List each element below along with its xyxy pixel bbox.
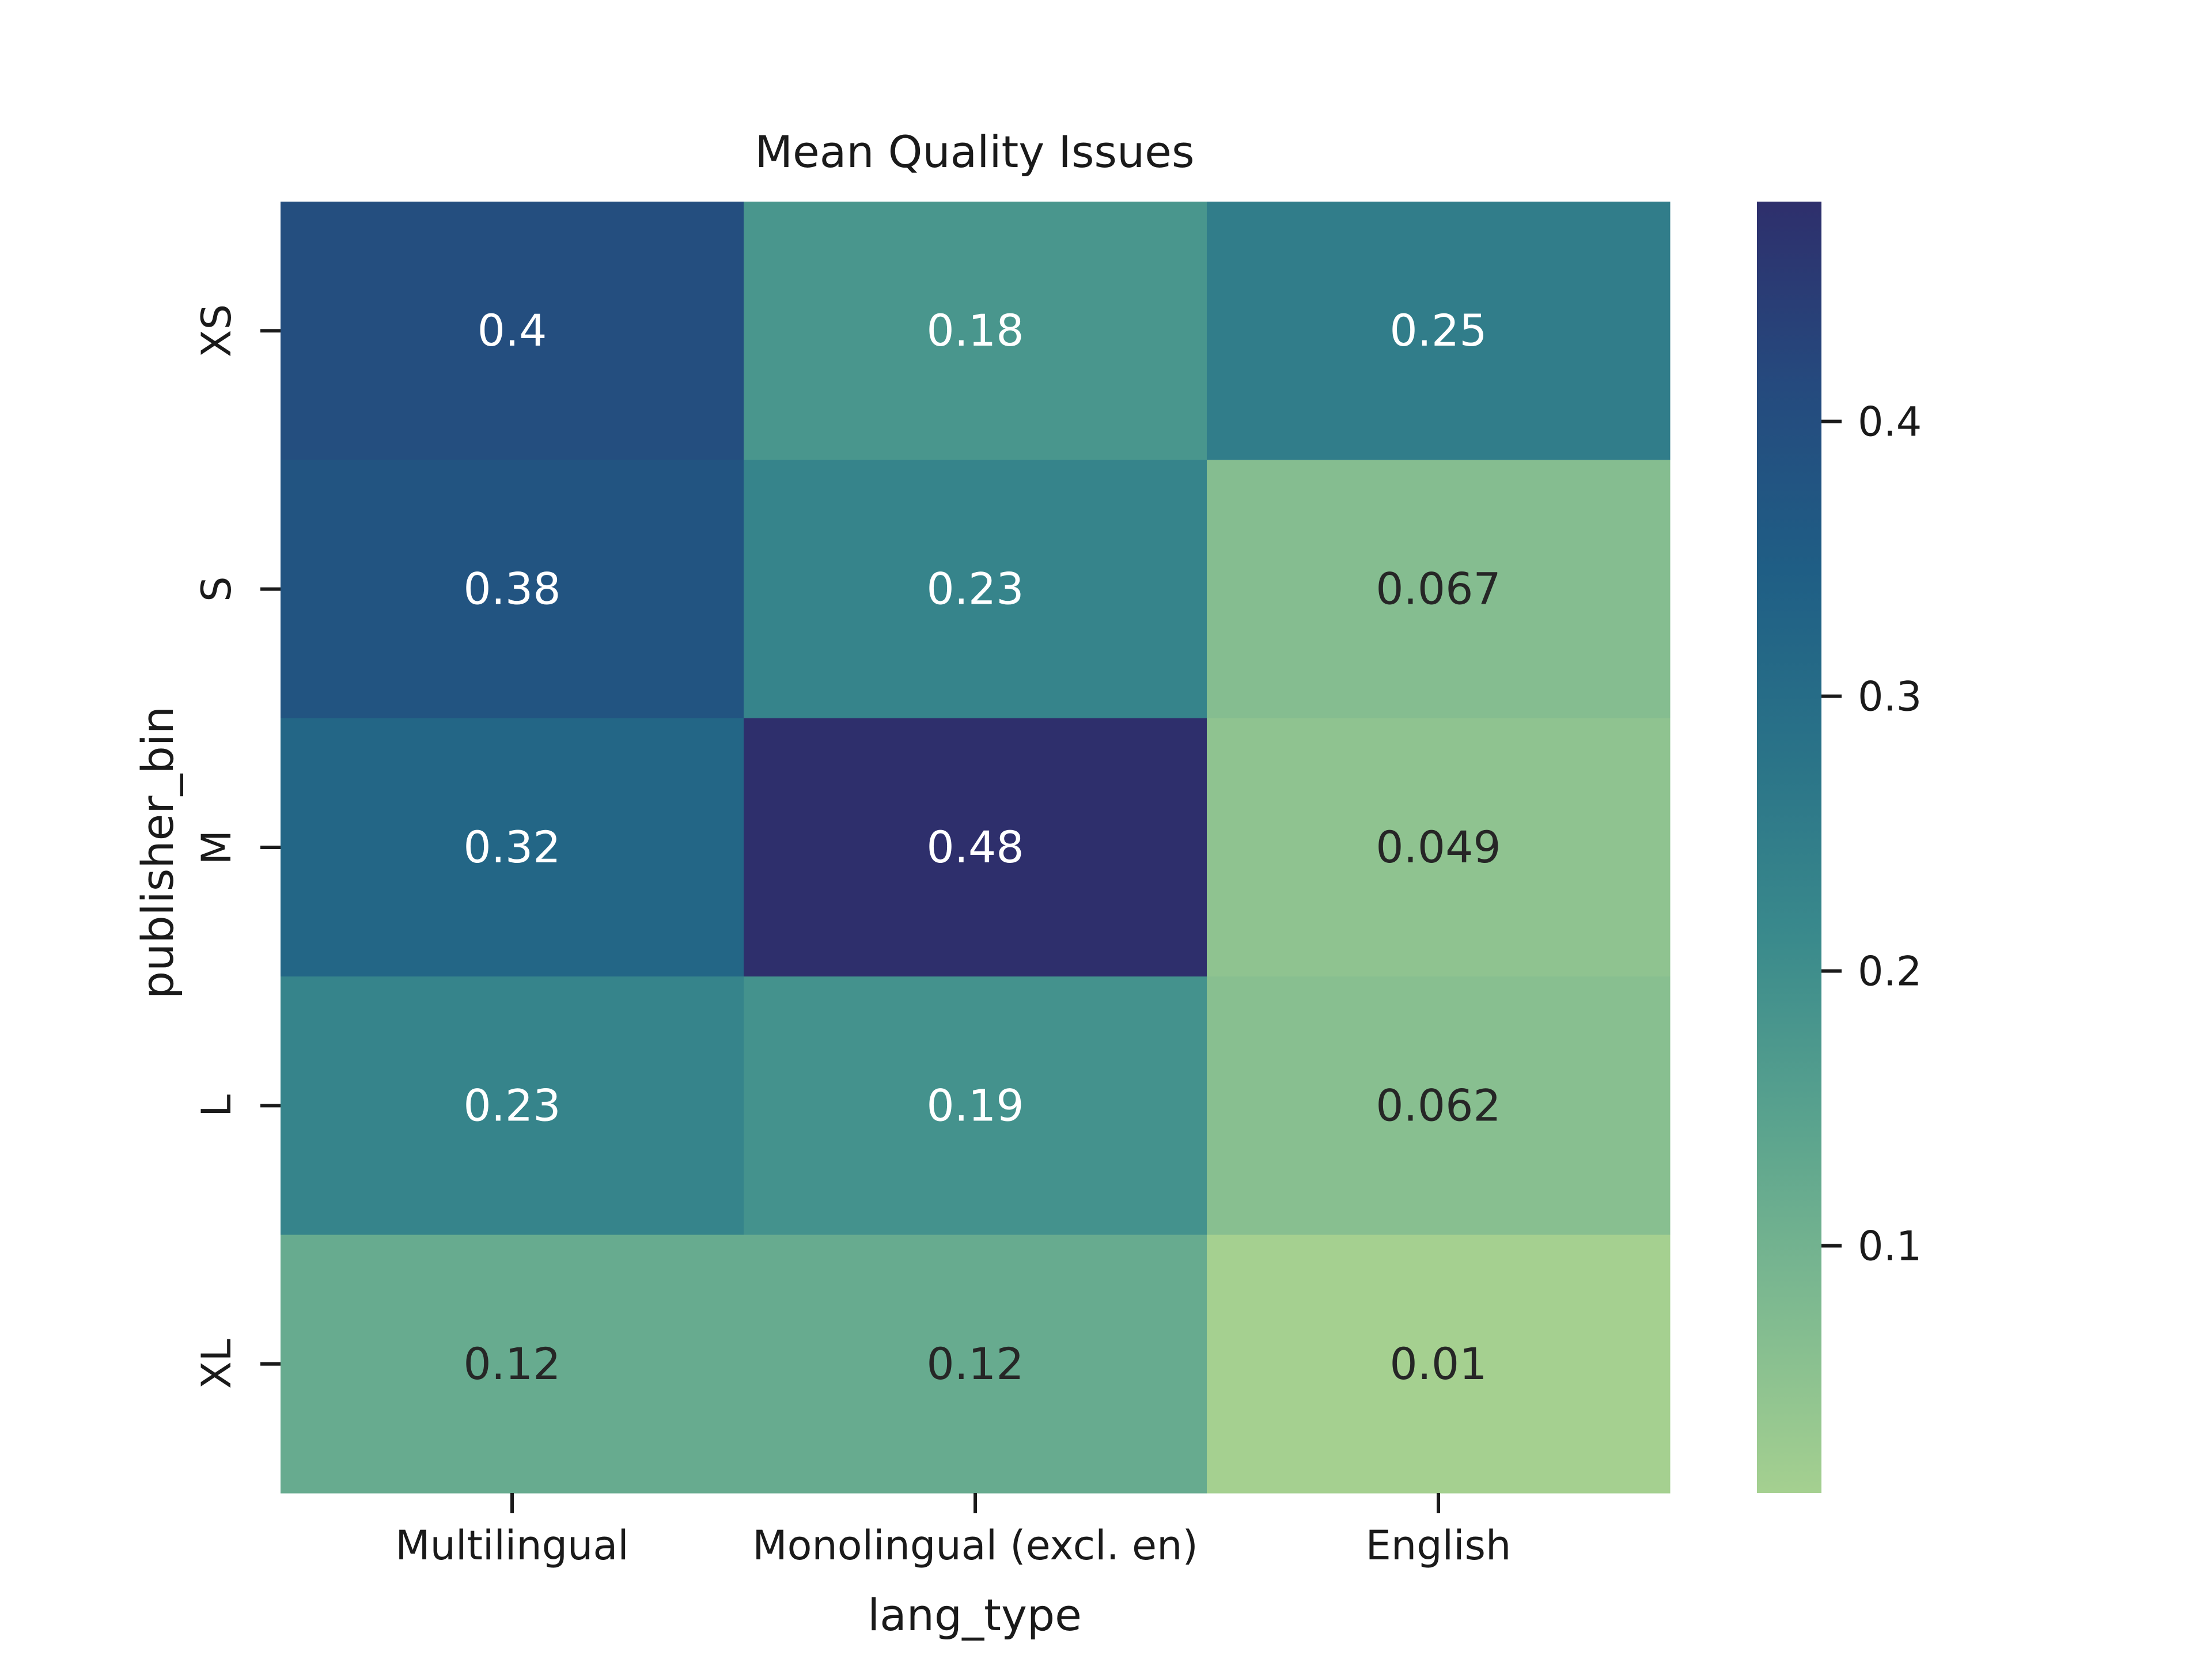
cell-value-label: 0.12 [926, 1338, 1024, 1389]
x-axis-label: lang_type [868, 1589, 1082, 1641]
x-tick-label: Multilingual [395, 1522, 629, 1569]
cell-value-label: 0.25 [1389, 305, 1487, 356]
y-axis-ticks: XS S M L XL [193, 304, 281, 1389]
heatmap-cell [744, 976, 1207, 1236]
y-tick-label: XS [193, 304, 240, 357]
cell-value-label: 0.38 [463, 563, 560, 615]
cell-value-label: 0.18 [926, 305, 1024, 356]
y-axis-label: publisher_bin [132, 706, 183, 999]
cell-value-label: 0.19 [926, 1080, 1024, 1131]
colorbar-tick-label: 0.2 [1858, 948, 1922, 995]
cell-value-label: 0.12 [463, 1338, 560, 1389]
heatmap-cell [281, 1234, 744, 1494]
colorbar [1757, 202, 1821, 1493]
heatmap-cell [1207, 976, 1671, 1236]
heatmap-cell [744, 1234, 1207, 1494]
heatmap-cell [281, 460, 744, 719]
cell-value-label: 0.32 [463, 821, 560, 873]
heatmap-cell [744, 460, 1207, 719]
colorbar-tick-label: 0.4 [1858, 399, 1922, 446]
heatmap-cell [1207, 460, 1671, 719]
heatmap-cell [281, 976, 744, 1236]
x-tick-label: English [1366, 1522, 1512, 1569]
heatmap-cell [281, 718, 744, 977]
cell-value-label: 0.01 [1389, 1338, 1487, 1389]
heatmap-cell [1207, 718, 1671, 977]
cell-value-label: 0.067 [1376, 563, 1501, 615]
heatmap-cell [1207, 202, 1671, 460]
cell-value-label: 0.4 [478, 305, 547, 356]
colorbar-tick-label: 0.1 [1858, 1223, 1922, 1270]
cell-value-label: 0.48 [926, 821, 1024, 873]
x-tick-label: Monolingual (excl. en) [752, 1522, 1198, 1569]
heatmap-cell [744, 718, 1207, 977]
cell-value-label: 0.23 [926, 563, 1024, 615]
y-tick-label: M [193, 830, 240, 865]
heatmap-cells [281, 202, 1671, 1494]
y-tick-label: S [193, 576, 240, 601]
x-axis-ticks: Multilingual Monolingual (excl. en) Englis… [395, 1493, 1511, 1569]
y-tick-label: XL [193, 1339, 240, 1389]
cell-value-label: 0.062 [1376, 1080, 1501, 1131]
heatmap-cell [281, 202, 744, 460]
colorbar-tick-label: 0.3 [1858, 673, 1922, 721]
heatmap-cell-labels: 0.4 0.18 0.25 0.38 0.23 0.067 0.32 0.48 0.049 0.2… [463, 305, 1501, 1389]
colorbar-ticks: 0.1 0.2 0.3 0.4 [1821, 399, 1922, 1270]
heatmap-cell [1207, 1234, 1671, 1494]
y-tick-label: L [193, 1094, 240, 1117]
cell-value-label: 0.23 [463, 1080, 560, 1131]
chart-title: Mean Quality Issues [755, 126, 1194, 177]
cell-value-label: 0.049 [1376, 821, 1501, 873]
heatmap-cell [744, 202, 1207, 460]
